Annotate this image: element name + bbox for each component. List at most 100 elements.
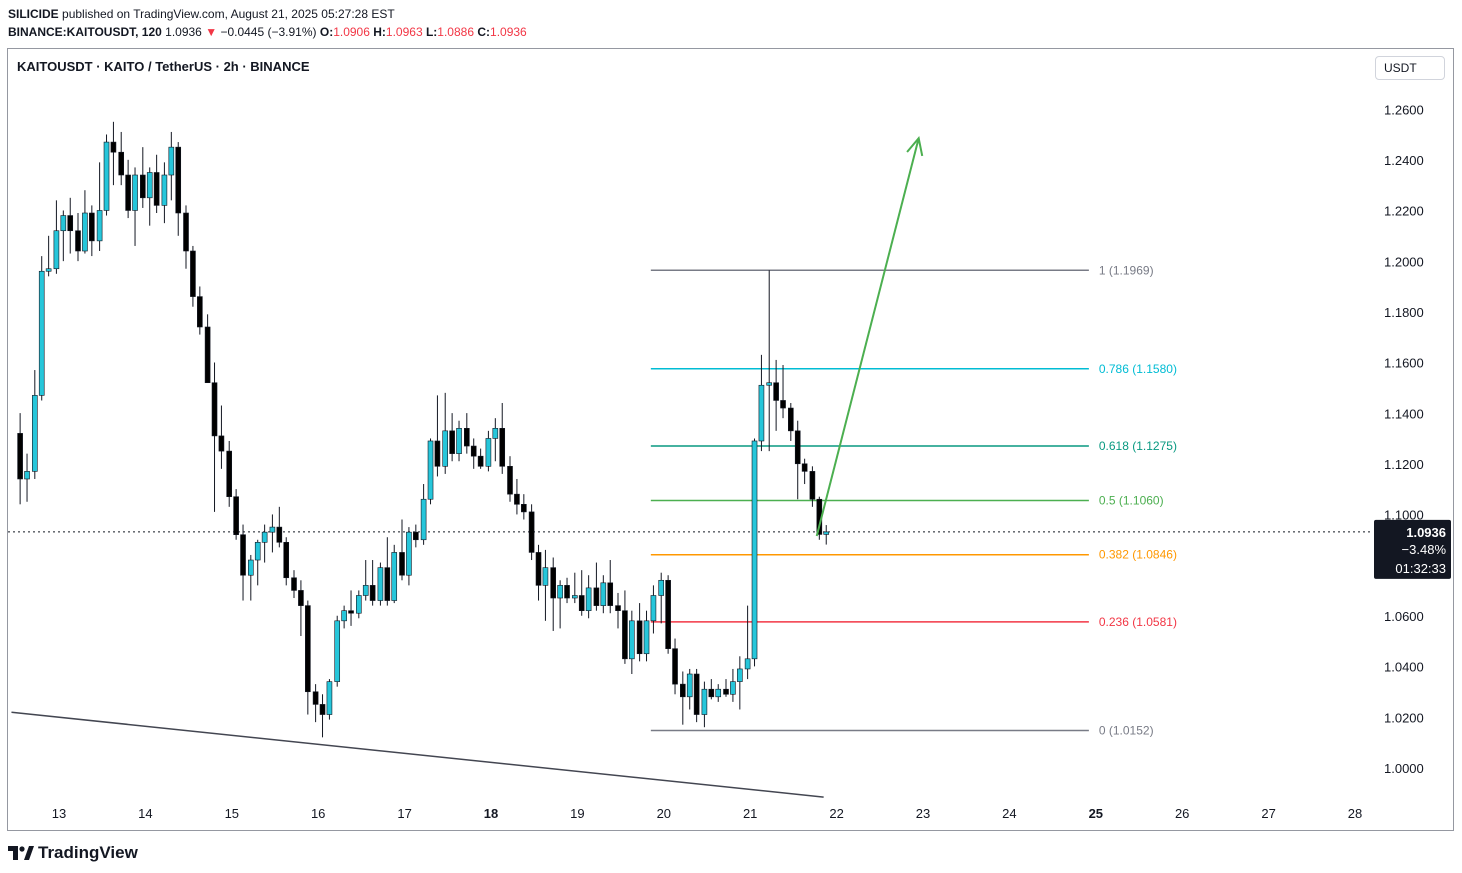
tradingview-logo-icon: [8, 846, 34, 860]
candle-body: [240, 534, 246, 576]
candle-body: [578, 595, 585, 611]
time-axis-tick: 15: [225, 806, 239, 821]
projection-arrowhead: [906, 136, 924, 157]
time-axis-tick: 17: [397, 806, 411, 821]
candle-body: [175, 146, 182, 214]
candle-down: [118, 131, 125, 186]
candle-up: [24, 453, 30, 502]
candle-down: [528, 504, 535, 561]
candle-up: [730, 668, 736, 702]
fib-level-label: 0.236 (1.0581): [1099, 615, 1177, 629]
candle-up: [485, 430, 492, 472]
candle-up: [60, 210, 67, 262]
candle-body: [665, 579, 671, 649]
candle-down: [413, 524, 419, 548]
candle-body: [744, 658, 751, 670]
candle-up: [32, 370, 38, 479]
candle-up: [341, 605, 347, 629]
candle-down: [211, 362, 218, 512]
price-axis-tick: 1.1600: [1384, 356, 1424, 371]
candle-body: [348, 610, 354, 614]
candle-body: [420, 498, 427, 541]
candle-body: [607, 582, 614, 606]
candle-body: [758, 384, 765, 442]
candle-up: [701, 681, 708, 728]
candle-body: [399, 552, 405, 576]
fib-level-label: 0.5 (1.1060): [1099, 494, 1164, 508]
price-axis-tick: 1.0200: [1384, 710, 1424, 725]
candle-body: [600, 582, 607, 606]
candle-down: [693, 668, 700, 723]
candle-body: [60, 215, 67, 232]
candle-body: [38, 270, 45, 396]
candle-body: [153, 172, 160, 206]
candle-body: [801, 463, 808, 472]
candle-body: [823, 531, 830, 535]
candle-down: [183, 205, 189, 269]
candle-body: [708, 688, 715, 698]
candle-up: [82, 190, 88, 254]
candle-body: [622, 610, 628, 660]
candle-body: [773, 382, 779, 401]
candle-down: [809, 466, 816, 507]
candle-up: [146, 167, 153, 226]
current-price-tag: 1.0936 −3.48% 01:32:33: [1374, 519, 1451, 579]
candle-body: [211, 382, 218, 437]
candle-up: [391, 544, 398, 604]
candle-down: [780, 364, 786, 419]
high-value: 1.0963: [385, 25, 423, 39]
candle-down: [319, 694, 326, 738]
candle-body: [362, 585, 369, 596]
candle-body: [535, 552, 542, 586]
candle-down: [233, 489, 239, 540]
candle-body: [477, 455, 484, 467]
candle-body: [751, 440, 758, 660]
current-price-value: 1.0936: [1406, 525, 1446, 540]
price-axis-tick: 1.1800: [1384, 305, 1424, 320]
candle-body: [17, 433, 23, 480]
candle-body: [168, 146, 175, 176]
low-label: L:: [425, 25, 438, 39]
candle-body: [24, 471, 30, 480]
candle-body: [305, 605, 311, 693]
fib-level-label: 0.382 (1.0846): [1099, 548, 1177, 562]
price-axis-tick: 1.1200: [1384, 457, 1424, 472]
price-axis-tick: 1.0000: [1384, 761, 1424, 776]
tradingview-logo[interactable]: TradingView: [8, 843, 138, 863]
price-axis-tick: 1.2600: [1384, 102, 1424, 117]
candle-body: [261, 531, 268, 543]
candle-up: [168, 131, 175, 201]
time-axis-tick: 16: [311, 806, 325, 821]
candle-down: [615, 592, 621, 629]
candle-up: [715, 684, 722, 702]
candle-body: [369, 585, 376, 601]
candle-body: [449, 430, 455, 454]
candle-body: [118, 151, 125, 176]
candle-up: [96, 162, 103, 252]
candle-down: [593, 562, 600, 611]
candle-body: [183, 212, 189, 252]
candle-down: [794, 420, 801, 500]
candle-body: [45, 268, 52, 272]
candle-down: [153, 154, 160, 214]
change-arrow-icon: ▼: [205, 25, 218, 39]
candle-body: [636, 620, 643, 655]
candle-body: [456, 428, 462, 454]
candle-down: [312, 684, 319, 723]
candle-up: [442, 392, 449, 474]
fib-level-label: 0.618 (1.1275): [1099, 439, 1177, 453]
candle-body: [283, 541, 290, 579]
candle-body: [485, 438, 492, 467]
candle-body: [384, 567, 391, 601]
candle-up: [456, 420, 462, 462]
candle-body: [89, 212, 95, 242]
candle-body: [557, 585, 563, 599]
currency-button[interactable]: USDT: [1375, 56, 1445, 80]
current-price-change: −3.48%: [1402, 542, 1447, 557]
candle-up: [427, 438, 434, 505]
symbol-line: BINANCE:KAITOUSDT, 120: [8, 25, 162, 39]
candle-body: [254, 541, 261, 561]
last-price: 1.0936: [165, 25, 202, 39]
candle-down: [140, 147, 146, 208]
